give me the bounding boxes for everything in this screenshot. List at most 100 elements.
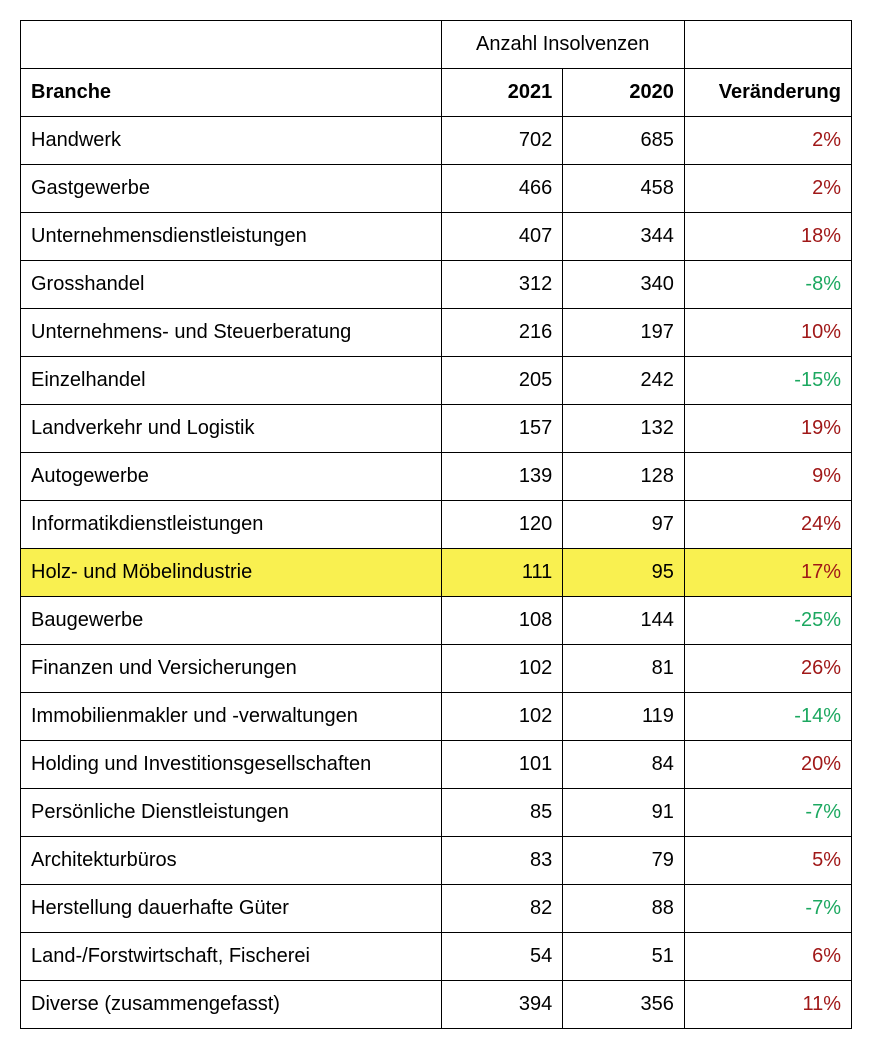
cell-branche: Landverkehr und Logistik <box>21 405 442 453</box>
table-row: Handwerk7026852% <box>21 117 852 165</box>
header-group: Anzahl Insolvenzen <box>441 21 684 69</box>
table-row: Herstellung dauerhafte Güter8288-7% <box>21 885 852 933</box>
cell-2021: 108 <box>441 597 563 645</box>
cell-branche: Autogewerbe <box>21 453 442 501</box>
header-row-2: Branche 2021 2020 Veränderung <box>21 69 852 117</box>
cell-change: -25% <box>684 597 851 645</box>
cell-change: -8% <box>684 261 851 309</box>
cell-branche: Unternehmens- und Steuerberatung <box>21 309 442 357</box>
cell-change: 5% <box>684 837 851 885</box>
header-2021: 2021 <box>441 69 563 117</box>
insolvencies-table: Anzahl Insolvenzen Branche 2021 2020 Ver… <box>20 20 852 1029</box>
cell-2021: 54 <box>441 933 563 981</box>
table-row: Unternehmens- und Steuerberatung21619710… <box>21 309 852 357</box>
cell-2021: 466 <box>441 165 563 213</box>
cell-branche: Einzelhandel <box>21 357 442 405</box>
table-row: Holding und Investitionsgesellschaften10… <box>21 741 852 789</box>
table-row: Einzelhandel205242-15% <box>21 357 852 405</box>
cell-2021: 102 <box>441 693 563 741</box>
cell-2021: 407 <box>441 213 563 261</box>
cell-change: 20% <box>684 741 851 789</box>
table-row: Autogewerbe1391289% <box>21 453 852 501</box>
cell-change: 10% <box>684 309 851 357</box>
cell-2020: 88 <box>563 885 685 933</box>
cell-2021: 216 <box>441 309 563 357</box>
cell-2021: 205 <box>441 357 563 405</box>
table-row: Informatikdienstleistungen1209724% <box>21 501 852 549</box>
cell-branche: Holz- und Möbelindustrie <box>21 549 442 597</box>
cell-branche: Persönliche Dienstleistungen <box>21 789 442 837</box>
cell-2020: 91 <box>563 789 685 837</box>
cell-branche: Handwerk <box>21 117 442 165</box>
cell-2020: 197 <box>563 309 685 357</box>
table-row: Land-/Forstwirtschaft, Fischerei54516% <box>21 933 852 981</box>
cell-change: -7% <box>684 789 851 837</box>
cell-branche: Informatikdienstleistungen <box>21 501 442 549</box>
cell-branche: Gastgewerbe <box>21 165 442 213</box>
cell-2020: 242 <box>563 357 685 405</box>
table-row: Landverkehr und Logistik15713219% <box>21 405 852 453</box>
cell-branche: Holding und Investitionsgesellschaften <box>21 741 442 789</box>
cell-change: 19% <box>684 405 851 453</box>
cell-2021: 702 <box>441 117 563 165</box>
cell-2021: 83 <box>441 837 563 885</box>
cell-branche: Grosshandel <box>21 261 442 309</box>
header-2020: 2020 <box>563 69 685 117</box>
cell-2021: 102 <box>441 645 563 693</box>
cell-2020: 685 <box>563 117 685 165</box>
cell-2021: 312 <box>441 261 563 309</box>
header-empty-2 <box>684 21 851 69</box>
cell-2020: 51 <box>563 933 685 981</box>
cell-change: 17% <box>684 549 851 597</box>
table-row: Finanzen und Versicherungen1028126% <box>21 645 852 693</box>
cell-2020: 79 <box>563 837 685 885</box>
cell-change: 24% <box>684 501 851 549</box>
table-row: Gastgewerbe4664582% <box>21 165 852 213</box>
cell-2021: 157 <box>441 405 563 453</box>
cell-2020: 84 <box>563 741 685 789</box>
cell-2021: 101 <box>441 741 563 789</box>
table-row: Architekturbüros83795% <box>21 837 852 885</box>
cell-branche: Unternehmensdienstleistungen <box>21 213 442 261</box>
cell-change: 9% <box>684 453 851 501</box>
cell-2020: 81 <box>563 645 685 693</box>
table-row: Baugewerbe108144-25% <box>21 597 852 645</box>
table-row: Holz- und Möbelindustrie1119517% <box>21 549 852 597</box>
header-change: Veränderung <box>684 69 851 117</box>
table-row: Grosshandel312340-8% <box>21 261 852 309</box>
cell-2020: 132 <box>563 405 685 453</box>
cell-change: -15% <box>684 357 851 405</box>
table-row: Persönliche Dienstleistungen8591-7% <box>21 789 852 837</box>
table-row: Diverse (zusammengefasst)39435611% <box>21 981 852 1029</box>
cell-branche: Immobilienmakler und -verwaltungen <box>21 693 442 741</box>
cell-2021: 394 <box>441 981 563 1029</box>
header-row-1: Anzahl Insolvenzen <box>21 21 852 69</box>
cell-2020: 128 <box>563 453 685 501</box>
cell-2020: 97 <box>563 501 685 549</box>
cell-branche: Baugewerbe <box>21 597 442 645</box>
cell-2021: 82 <box>441 885 563 933</box>
cell-change: -14% <box>684 693 851 741</box>
table-row: Immobilienmakler und -verwaltungen102119… <box>21 693 852 741</box>
header-empty-1 <box>21 21 442 69</box>
cell-change: 2% <box>684 165 851 213</box>
cell-2020: 119 <box>563 693 685 741</box>
cell-2020: 95 <box>563 549 685 597</box>
cell-2021: 139 <box>441 453 563 501</box>
cell-branche: Land-/Forstwirtschaft, Fischerei <box>21 933 442 981</box>
cell-change: -7% <box>684 885 851 933</box>
cell-2021: 85 <box>441 789 563 837</box>
cell-branche: Finanzen und Versicherungen <box>21 645 442 693</box>
table-row: Unternehmensdienstleistungen40734418% <box>21 213 852 261</box>
cell-2020: 144 <box>563 597 685 645</box>
cell-branche: Architekturbüros <box>21 837 442 885</box>
cell-2020: 344 <box>563 213 685 261</box>
cell-2021: 111 <box>441 549 563 597</box>
cell-branche: Herstellung dauerhafte Güter <box>21 885 442 933</box>
cell-change: 11% <box>684 981 851 1029</box>
cell-2021: 120 <box>441 501 563 549</box>
cell-2020: 340 <box>563 261 685 309</box>
cell-branche: Diverse (zusammengefasst) <box>21 981 442 1029</box>
table-body: Handwerk7026852%Gastgewerbe4664582%Unter… <box>21 117 852 1029</box>
cell-2020: 458 <box>563 165 685 213</box>
